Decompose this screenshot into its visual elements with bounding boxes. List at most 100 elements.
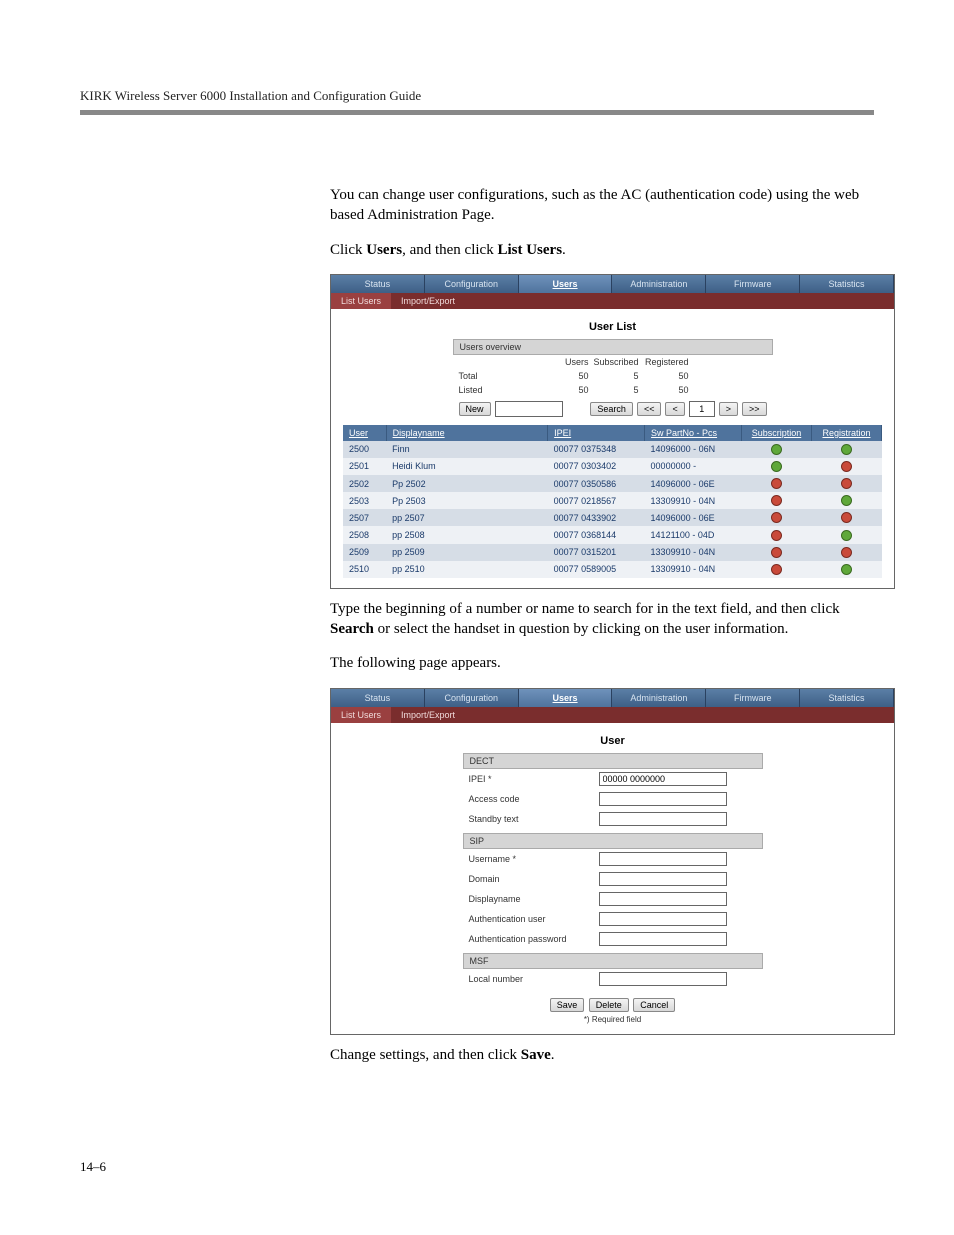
tab-firmware[interactable]: Firmware <box>706 275 800 293</box>
table-row[interactable]: 2510pp 251000077 058900513309910 - 04N <box>343 561 882 578</box>
ov-total-users: 50 <box>539 371 589 381</box>
status-cell <box>741 441 811 458</box>
form-input[interactable] <box>599 872 727 886</box>
page-number-input[interactable] <box>689 401 715 417</box>
col-ipei[interactable]: IPEI <box>548 425 645 441</box>
table-row[interactable]: 2503Pp 250300077 021856713309910 - 04N <box>343 492 882 509</box>
subtab-list-users[interactable]: List Users <box>331 293 391 309</box>
col-user[interactable]: User <box>343 425 386 441</box>
paragraph-save: Change settings, and then click Save. <box>330 1045 860 1065</box>
form-input[interactable] <box>599 892 727 906</box>
status-cell <box>811 544 881 561</box>
table-cell: Pp 2502 <box>386 475 548 492</box>
form-input[interactable] <box>599 972 727 986</box>
form-input[interactable] <box>599 792 727 806</box>
tab2-users[interactable]: Users <box>519 689 613 707</box>
tab2-administration[interactable]: Administration <box>612 689 706 707</box>
table-cell: 00077 0303402 <box>548 458 645 475</box>
overview-column-row: Users Subscribed Registered <box>453 355 773 369</box>
table-cell: 14096000 - 06E <box>645 475 742 492</box>
table-row[interactable]: 2508pp 250800077 036814414121100 - 04D <box>343 526 882 543</box>
table-cell: 00077 0375348 <box>548 441 645 458</box>
tab2-firmware[interactable]: Firmware <box>706 689 800 707</box>
subtab-import-export[interactable]: Import/Export <box>391 293 465 309</box>
status-cell <box>811 526 881 543</box>
table-cell: 2510 <box>343 561 386 578</box>
next-page-button[interactable]: > <box>719 402 738 416</box>
paragraph-intro: You can change user configurations, such… <box>330 185 860 226</box>
save-button[interactable]: Save <box>550 998 585 1012</box>
search-button[interactable]: Search <box>590 402 633 416</box>
form-row: Authentication user <box>463 909 763 929</box>
table-cell: 13309910 - 04N <box>645 492 742 509</box>
prev-page-button[interactable]: < <box>665 402 684 416</box>
form-input[interactable] <box>599 852 727 866</box>
form-row: Standby text <box>463 809 763 829</box>
status-dot-red-icon <box>771 512 782 523</box>
p3-post: or select the handset in question by cli… <box>374 621 789 637</box>
ov-listed-label: Listed <box>459 385 539 395</box>
status-dot-red-icon <box>771 564 782 575</box>
main-tabbar-2: Status Configuration Users Administratio… <box>331 689 894 707</box>
subtab2-import-export[interactable]: Import/Export <box>391 707 465 723</box>
first-page-button[interactable]: << <box>637 402 662 416</box>
table-cell: 13309910 - 04N <box>645 544 742 561</box>
status-dot-red-icon <box>841 547 852 558</box>
table-row[interactable]: 2507pp 250700077 043390214096000 - 06E <box>343 509 882 526</box>
status-cell <box>811 458 881 475</box>
table-cell: 2508 <box>343 526 386 543</box>
tab-users[interactable]: Users <box>519 275 613 293</box>
form-input[interactable] <box>599 912 727 926</box>
tab2-status[interactable]: Status <box>331 689 425 707</box>
form-label: Domain <box>469 874 599 884</box>
ov-listed-users: 50 <box>539 385 589 395</box>
form-button-row: Save Delete Cancel <box>343 989 882 1015</box>
status-dot-red-icon <box>771 530 782 541</box>
ov-col-registered: Registered <box>639 357 689 367</box>
tab-administration[interactable]: Administration <box>612 275 706 293</box>
form-input[interactable] <box>599 932 727 946</box>
table-cell: Pp 2503 <box>386 492 548 509</box>
p5-b: Save <box>521 1047 551 1063</box>
table-cell: pp 2507 <box>386 509 548 526</box>
status-cell <box>741 509 811 526</box>
table-cell: pp 2509 <box>386 544 548 561</box>
col-subscription: Subscription <box>741 425 811 441</box>
tab-configuration[interactable]: Configuration <box>425 275 519 293</box>
table-cell: 00000000 - <box>645 458 742 475</box>
control-row: New Search << < > >> <box>453 397 773 417</box>
ov-listed-sub: 5 <box>589 385 639 395</box>
cancel-button[interactable]: Cancel <box>633 998 675 1012</box>
form-input[interactable] <box>599 772 727 786</box>
new-button[interactable]: New <box>459 402 491 416</box>
ov-col-subscribed: Subscribed <box>589 357 639 367</box>
table-cell: 00077 0218567 <box>548 492 645 509</box>
tab2-configuration[interactable]: Configuration <box>425 689 519 707</box>
panel-title-user-list: User List <box>343 321 882 333</box>
p3-pre: Type the beginning of a number or name t… <box>330 601 840 617</box>
last-page-button[interactable]: >> <box>742 402 767 416</box>
status-dot-red-icon <box>771 495 782 506</box>
main-tabbar: Status Configuration Users Administratio… <box>331 275 894 293</box>
delete-button[interactable]: Delete <box>589 998 629 1012</box>
col-displayname[interactable]: Displayname <box>386 425 548 441</box>
table-cell: 13309910 - 04N <box>645 561 742 578</box>
table-row[interactable]: 2500Finn00077 037534814096000 - 06N <box>343 441 882 458</box>
col-sw[interactable]: Sw PartNo - Pcs <box>645 425 742 441</box>
table-cell: Finn <box>386 441 548 458</box>
subtab2-list-users[interactable]: List Users <box>331 707 391 723</box>
new-name-input[interactable] <box>495 401 563 417</box>
table-row[interactable]: 2501Heidi Klum00077 030340200000000 - <box>343 458 882 475</box>
form-label: Access code <box>469 794 599 804</box>
status-dot-green-icon <box>841 530 852 541</box>
tab2-statistics[interactable]: Statistics <box>800 689 894 707</box>
table-row[interactable]: 2502Pp 250200077 035058614096000 - 06E <box>343 475 882 492</box>
tab-statistics[interactable]: Statistics <box>800 275 894 293</box>
table-cell: 14121100 - 04D <box>645 526 742 543</box>
form-input[interactable] <box>599 812 727 826</box>
form-section-head: MSF <box>463 953 763 969</box>
form-row: IPEI * <box>463 769 763 789</box>
table-cell: 00077 0315201 <box>548 544 645 561</box>
tab-status[interactable]: Status <box>331 275 425 293</box>
table-row[interactable]: 2509pp 250900077 031520113309910 - 04N <box>343 544 882 561</box>
